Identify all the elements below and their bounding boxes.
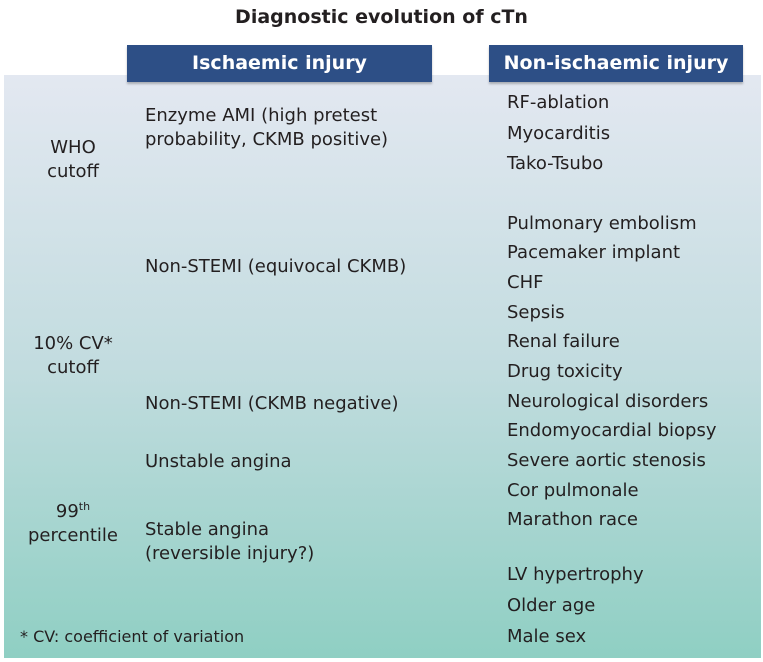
cutoff-who-line2: cutoff bbox=[47, 161, 99, 182]
header-ischaemic: Ischaemic injury bbox=[127, 45, 432, 82]
non-ischaemic-item: Neurological disorders bbox=[507, 391, 709, 412]
non-ischaemic-item: Severe aortic stenosis bbox=[507, 450, 706, 471]
non-ischaemic-item: Pulmonary embolism bbox=[507, 213, 697, 234]
ischaemic-item: Non-STEMI (equivocal CKMB) bbox=[145, 255, 406, 279]
cutoff-10cv-line2: cutoff bbox=[47, 357, 99, 378]
non-ischaemic-item: CHF bbox=[507, 272, 544, 293]
non-ischaemic-item: Renal failure bbox=[507, 331, 620, 352]
ischaemic-item: Enzyme AMI (high pretest probability, CK… bbox=[145, 104, 388, 152]
non-ischaemic-item: Myocarditis bbox=[507, 123, 611, 144]
ischaemic-item: Unstable angina bbox=[145, 450, 292, 474]
non-ischaemic-item: Male sex bbox=[507, 626, 587, 647]
ischaemic-item-line: Non-STEMI (equivocal CKMB) bbox=[145, 256, 407, 277]
cutoff-10cv-line1: 10% CV* bbox=[33, 333, 113, 354]
cutoff-99th-line2: percentile bbox=[27, 525, 119, 546]
ischaemic-item: Non-STEMI (CKMB negative) bbox=[145, 392, 398, 416]
non-ischaemic-item: RF-ablation bbox=[507, 92, 610, 113]
cutoff-who: WHO cutoff bbox=[18, 136, 128, 184]
footnote: * CV: coefficient of variation bbox=[20, 627, 245, 646]
cutoff-99th: 99th percentile bbox=[18, 500, 128, 548]
non-ischaemic-item: Cor pulmonale bbox=[507, 480, 639, 501]
ischaemic-item-line: probability, CKMB positive) bbox=[145, 129, 389, 150]
cutoff-10cv: 10% CV* cutoff bbox=[18, 332, 128, 380]
non-ischaemic-item: Marathon race bbox=[507, 509, 639, 530]
non-ischaemic-item: Sepsis bbox=[507, 302, 565, 323]
ischaemic-item: Stable angina (reversible injury?) bbox=[145, 518, 314, 566]
non-ischaemic-item: Tako-Tsubo bbox=[507, 153, 604, 174]
non-ischaemic-item: LV hypertrophy bbox=[507, 564, 644, 585]
cutoff-99th-base: 99 bbox=[55, 501, 79, 522]
non-ischaemic-item: Endomyocardial biopsy bbox=[507, 420, 717, 441]
ischaemic-item-line: Stable angina bbox=[145, 519, 270, 540]
ischaemic-item-line: Unstable angina bbox=[145, 451, 292, 472]
non-ischaemic-item: Pacemaker implant bbox=[507, 242, 681, 263]
cutoff-99th-sup: th bbox=[78, 500, 91, 513]
ischaemic-item-line: Enzyme AMI (high pretest bbox=[145, 105, 378, 126]
diagram-title: Diagnostic evolution of cTn bbox=[235, 6, 528, 28]
non-ischaemic-item: Drug toxicity bbox=[507, 361, 623, 382]
cutoff-99th-line1: 99th bbox=[18, 500, 128, 524]
ischaemic-item-line: (reversible injury?) bbox=[145, 543, 315, 564]
cutoff-who-line1: WHO bbox=[50, 137, 96, 158]
diagram-panel bbox=[4, 75, 761, 658]
non-ischaemic-item: Older age bbox=[507, 595, 596, 616]
ischaemic-item-line: Non-STEMI (CKMB negative) bbox=[145, 393, 399, 414]
header-non-ischaemic: Non-ischaemic injury bbox=[489, 45, 743, 82]
